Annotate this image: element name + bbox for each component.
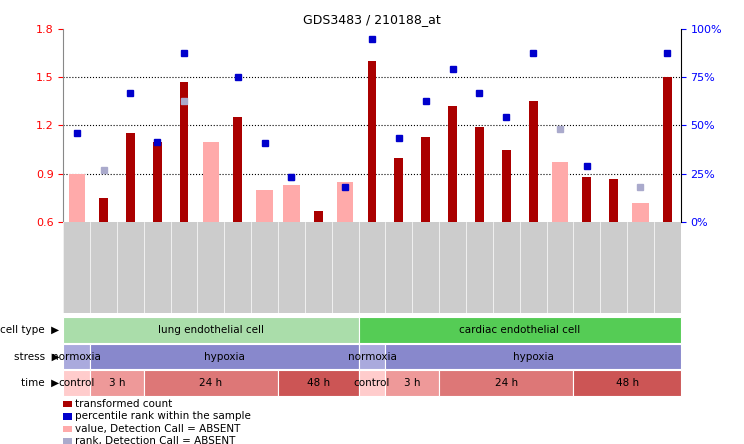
Text: cell type  ▶: cell type ▶: [1, 325, 60, 335]
Bar: [632, 202, 649, 222]
Text: normoxia: normoxia: [347, 352, 397, 361]
Bar: [179, 82, 188, 222]
Bar: [68, 174, 85, 222]
Text: control: control: [59, 378, 94, 388]
Bar: [337, 182, 353, 222]
Bar: [529, 101, 537, 222]
Text: lung endothelial cell: lung endothelial cell: [158, 325, 264, 335]
Text: value, Detection Call = ABSENT: value, Detection Call = ABSENT: [75, 424, 240, 434]
Text: hypoxia: hypoxia: [513, 352, 554, 361]
Bar: [314, 211, 323, 222]
Text: 24 h: 24 h: [199, 378, 222, 388]
Bar: [501, 150, 510, 222]
Text: cardiac endothelial cell: cardiac endothelial cell: [459, 325, 580, 335]
Bar: [368, 61, 376, 222]
Text: normoxia: normoxia: [52, 352, 101, 361]
Text: rank, Detection Call = ABSENT: rank, Detection Call = ABSENT: [75, 436, 236, 444]
Text: stress  ▶: stress ▶: [14, 352, 60, 361]
Text: 24 h: 24 h: [495, 378, 518, 388]
Text: hypoxia: hypoxia: [204, 352, 245, 361]
Text: 48 h: 48 h: [307, 378, 330, 388]
Text: transformed count: transformed count: [75, 399, 173, 409]
Bar: [583, 177, 591, 222]
Bar: [609, 178, 618, 222]
Bar: [448, 106, 457, 222]
Bar: [552, 163, 568, 222]
Bar: [283, 185, 300, 222]
Bar: [153, 142, 161, 222]
Text: 3 h: 3 h: [109, 378, 125, 388]
Bar: [394, 158, 403, 222]
Bar: [99, 198, 108, 222]
Bar: [257, 190, 273, 222]
Text: 3 h: 3 h: [404, 378, 420, 388]
Bar: [475, 127, 484, 222]
Title: GDS3483 / 210188_at: GDS3483 / 210188_at: [303, 13, 441, 26]
Text: percentile rank within the sample: percentile rank within the sample: [75, 412, 251, 421]
Bar: [234, 117, 243, 222]
Bar: [203, 142, 219, 222]
Bar: [421, 137, 430, 222]
Bar: [126, 134, 135, 222]
Text: 48 h: 48 h: [615, 378, 638, 388]
Text: time  ▶: time ▶: [22, 378, 60, 388]
Text: control: control: [354, 378, 390, 388]
Bar: [663, 77, 672, 222]
